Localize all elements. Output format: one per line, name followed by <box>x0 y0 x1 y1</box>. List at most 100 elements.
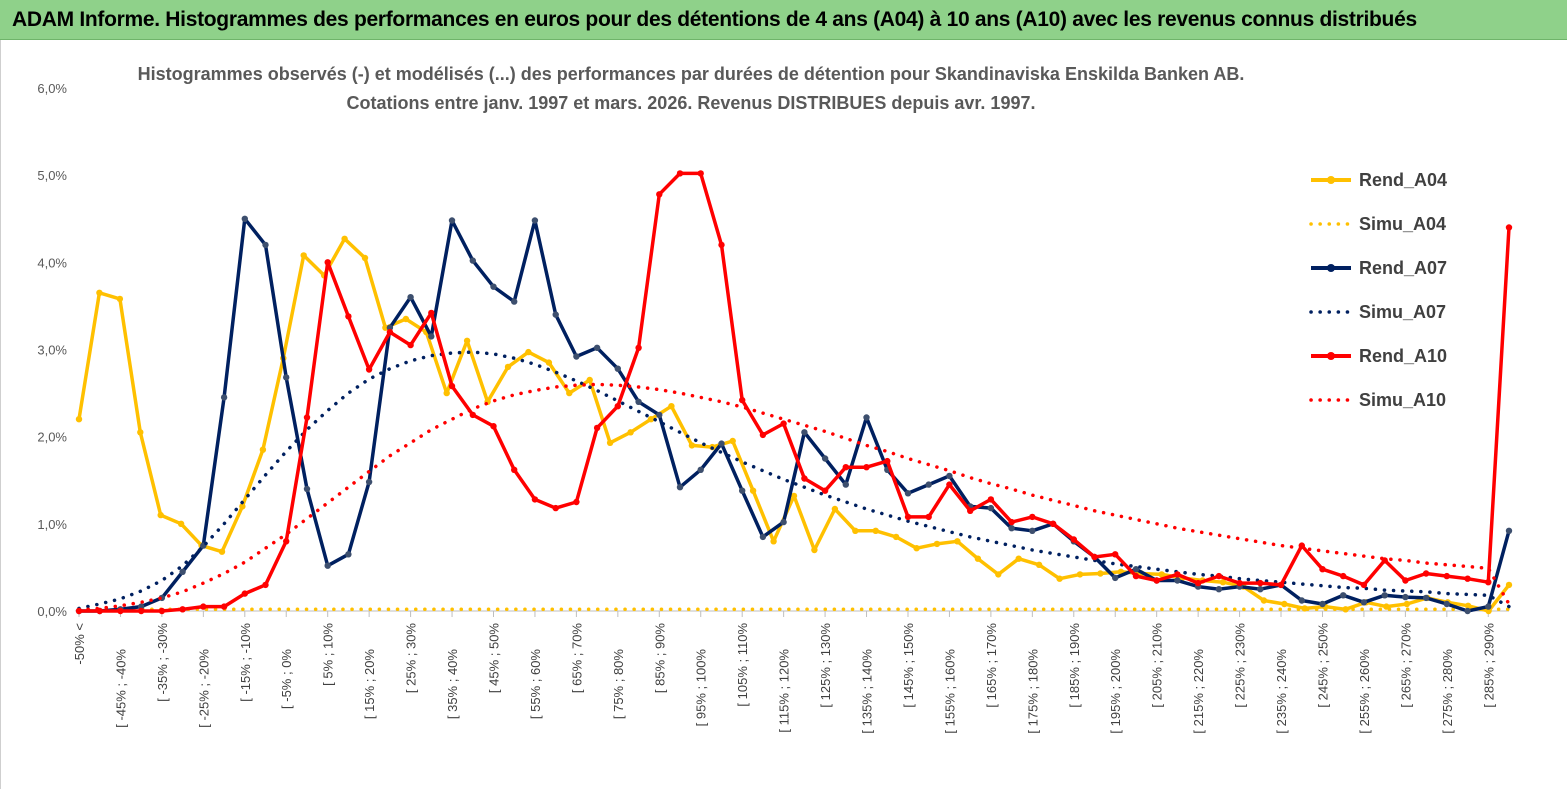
legend-item[interactable]: Rend_A10 <box>1311 346 1447 366</box>
data-point <box>179 606 186 613</box>
data-point <box>448 382 456 390</box>
legend-item[interactable]: Simu_A04 <box>1309 214 1446 234</box>
legend-marker <box>1327 352 1335 360</box>
data-point <box>821 487 829 494</box>
data-point <box>552 504 559 512</box>
data-point <box>1443 572 1451 580</box>
series-rend-a10 <box>75 170 1513 615</box>
data-point <box>647 416 655 423</box>
legend-label: Simu_A07 <box>1359 302 1446 322</box>
data-point <box>697 170 704 177</box>
data-point <box>138 607 145 615</box>
legend-marker <box>1327 176 1335 184</box>
chart-legend[interactable]: Rend_A04 Simu_A04 Rend_A07 Simu_A07 Rend_A10… <box>1309 170 1447 410</box>
legend-label: Simu_A10 <box>1359 390 1446 410</box>
x-tick-label: [ 15% ; 20% <box>362 649 377 720</box>
data-point <box>759 431 767 439</box>
data-point <box>904 490 912 497</box>
data-point <box>345 551 352 558</box>
data-point <box>946 472 953 480</box>
data-point <box>262 241 269 249</box>
data-point <box>1132 566 1140 573</box>
data-point <box>300 252 307 259</box>
x-tick-label: [ 95% ; 100% <box>694 649 709 727</box>
data-point <box>801 429 808 436</box>
data-point <box>1153 577 1160 584</box>
data-point <box>1281 600 1288 608</box>
data-point <box>811 546 818 554</box>
data-point <box>1015 555 1022 562</box>
data-point <box>303 414 311 421</box>
data-point <box>1049 520 1057 527</box>
x-tick-label: [ 115% ; 120% <box>777 649 792 733</box>
legend-item[interactable]: Simu_A10 <box>1309 390 1446 410</box>
data-point <box>1056 575 1063 582</box>
data-point <box>780 518 787 526</box>
data-point <box>946 481 953 488</box>
data-point <box>1158 571 1165 578</box>
data-point <box>593 424 601 432</box>
x-tick-label: [ 255% ; 260% <box>1357 649 1372 734</box>
data-point <box>863 464 870 471</box>
data-point <box>842 481 849 488</box>
legend-item[interactable]: Rend_A04 <box>1311 170 1447 190</box>
data-point <box>407 341 414 349</box>
data-point <box>573 353 580 360</box>
data-point <box>324 562 331 569</box>
data-point <box>1174 577 1181 584</box>
series-line <box>79 171 1511 613</box>
data-point <box>606 439 614 446</box>
x-tick-label: [ 245% ; 250% <box>1315 623 1330 708</box>
data-point <box>1174 571 1181 578</box>
data-point <box>1277 581 1285 589</box>
data-point <box>863 414 870 421</box>
data-point <box>365 478 373 486</box>
data-point <box>593 344 601 351</box>
data-point <box>668 403 675 410</box>
data-point <box>1505 224 1513 231</box>
chart-axes: 0,0% 1,0% 2,0% 3,0% 4,0% 5,0% 6,0% -50% < [ -45%… <box>37 81 1509 734</box>
series-line <box>77 382 1511 612</box>
data-point <box>1360 599 1368 606</box>
data-point <box>1112 574 1119 582</box>
x-tick-label: [ 105% ; 110% <box>735 623 750 707</box>
data-point <box>1505 527 1513 534</box>
data-point <box>241 590 248 597</box>
data-point <box>1257 586 1264 593</box>
data-point <box>656 191 663 198</box>
data-point <box>463 337 471 344</box>
data-point <box>1443 600 1451 608</box>
chart-frame: Histogrammes observés (-) et modélisés (… <box>0 40 1567 789</box>
data-point <box>1236 579 1243 587</box>
data-point <box>749 487 757 494</box>
x-tick-label: [ 185% ; 190% <box>1067 623 1082 708</box>
data-point <box>448 217 456 224</box>
data-point <box>1403 600 1411 608</box>
x-tick-label: [ 225% ; 230% <box>1233 623 1248 708</box>
legend-item[interactable]: Simu_A07 <box>1309 302 1446 322</box>
data-point <box>220 394 228 401</box>
data-point <box>586 376 593 384</box>
x-tick-label: [ 275% ; 280% <box>1440 649 1455 734</box>
data-point <box>259 446 267 453</box>
data-point <box>718 440 725 447</box>
data-point <box>1381 592 1388 599</box>
data-point <box>1383 603 1390 610</box>
data-point <box>718 241 725 249</box>
data-point <box>345 313 352 320</box>
data-point <box>933 540 941 548</box>
legend-item[interactable]: Rend_A07 <box>1311 258 1447 278</box>
data-point <box>1008 525 1015 532</box>
data-point <box>386 328 394 336</box>
data-point <box>490 423 497 430</box>
data-point <box>262 581 269 589</box>
x-tick-label: [ 285% ; 290% <box>1481 623 1496 708</box>
data-point <box>987 504 995 512</box>
data-point <box>1070 536 1078 543</box>
chart-title-line1: Histogrammes observés (-) et modélisés (… <box>138 64 1245 84</box>
report-title: ADAM Informe. Histogrammes des performan… <box>12 8 1417 31</box>
data-point <box>1319 600 1326 608</box>
data-point <box>913 545 920 552</box>
data-point <box>116 295 124 303</box>
y-tick-label: 2,0% <box>37 430 67 445</box>
